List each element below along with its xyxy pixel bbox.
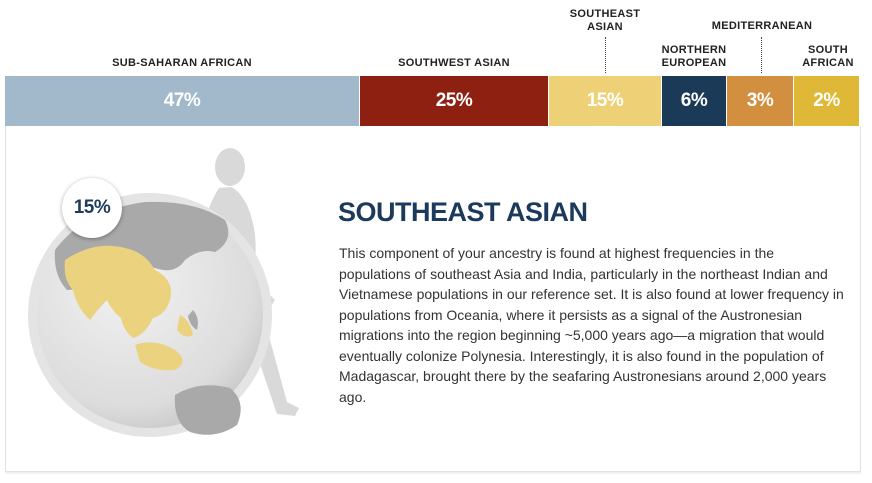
label-sub-saharan-african: SUB-SAHARAN AFRICAN bbox=[112, 57, 252, 69]
bar-value-label: 15% bbox=[586, 90, 624, 111]
bar-segment-northern-european[interactable]: 6% bbox=[662, 76, 727, 126]
leader-line-southeast-asian bbox=[605, 37, 606, 73]
panel-shadow bbox=[5, 472, 861, 475]
percentage-badge: 15% bbox=[62, 178, 122, 238]
region-description: This component of your ancestry is found… bbox=[339, 245, 844, 405]
bar-value-label: 47% bbox=[163, 90, 201, 111]
highlighted-region-southeast-asia bbox=[64, 245, 193, 371]
bar-segment-southwest-asian[interactable]: 25% bbox=[360, 76, 549, 126]
bar-segment-south-african[interactable]: 2% bbox=[794, 76, 860, 126]
label-southwest-asian: SOUTHWEST ASIAN bbox=[398, 57, 510, 69]
bar-value-label: 3% bbox=[746, 90, 774, 111]
bar-value-label: 2% bbox=[813, 90, 840, 111]
globe-illustration bbox=[28, 148, 299, 437]
label-northern-european: NORTHERN EUROPEAN bbox=[661, 44, 727, 69]
bar-segment-mediterranean[interactable]: 3% bbox=[727, 76, 794, 126]
bar-value-label: 25% bbox=[435, 90, 473, 111]
label-mediterranean: MEDITERRANEAN bbox=[711, 20, 813, 32]
segment-labels: SUB-SAHARAN AFRICAN SOUTHWEST ASIAN SOUT… bbox=[0, 0, 872, 75]
bar-segment-sub-saharan-african[interactable]: 47% bbox=[5, 76, 360, 126]
ancestry-composition-bar: 47% 25% 15% 6% 3% 2% bbox=[5, 76, 860, 126]
leader-line-mediterranean bbox=[761, 37, 762, 73]
bar-value-label: 6% bbox=[680, 90, 708, 111]
label-south-african: SOUTH AFRICAN bbox=[802, 44, 854, 69]
label-southeast-asian: SOUTHEAST ASIAN bbox=[569, 8, 641, 33]
bar-segment-southeast-asian[interactable]: 15% bbox=[549, 76, 662, 126]
region-title: SOUTHEAST ASIAN bbox=[338, 197, 588, 227]
